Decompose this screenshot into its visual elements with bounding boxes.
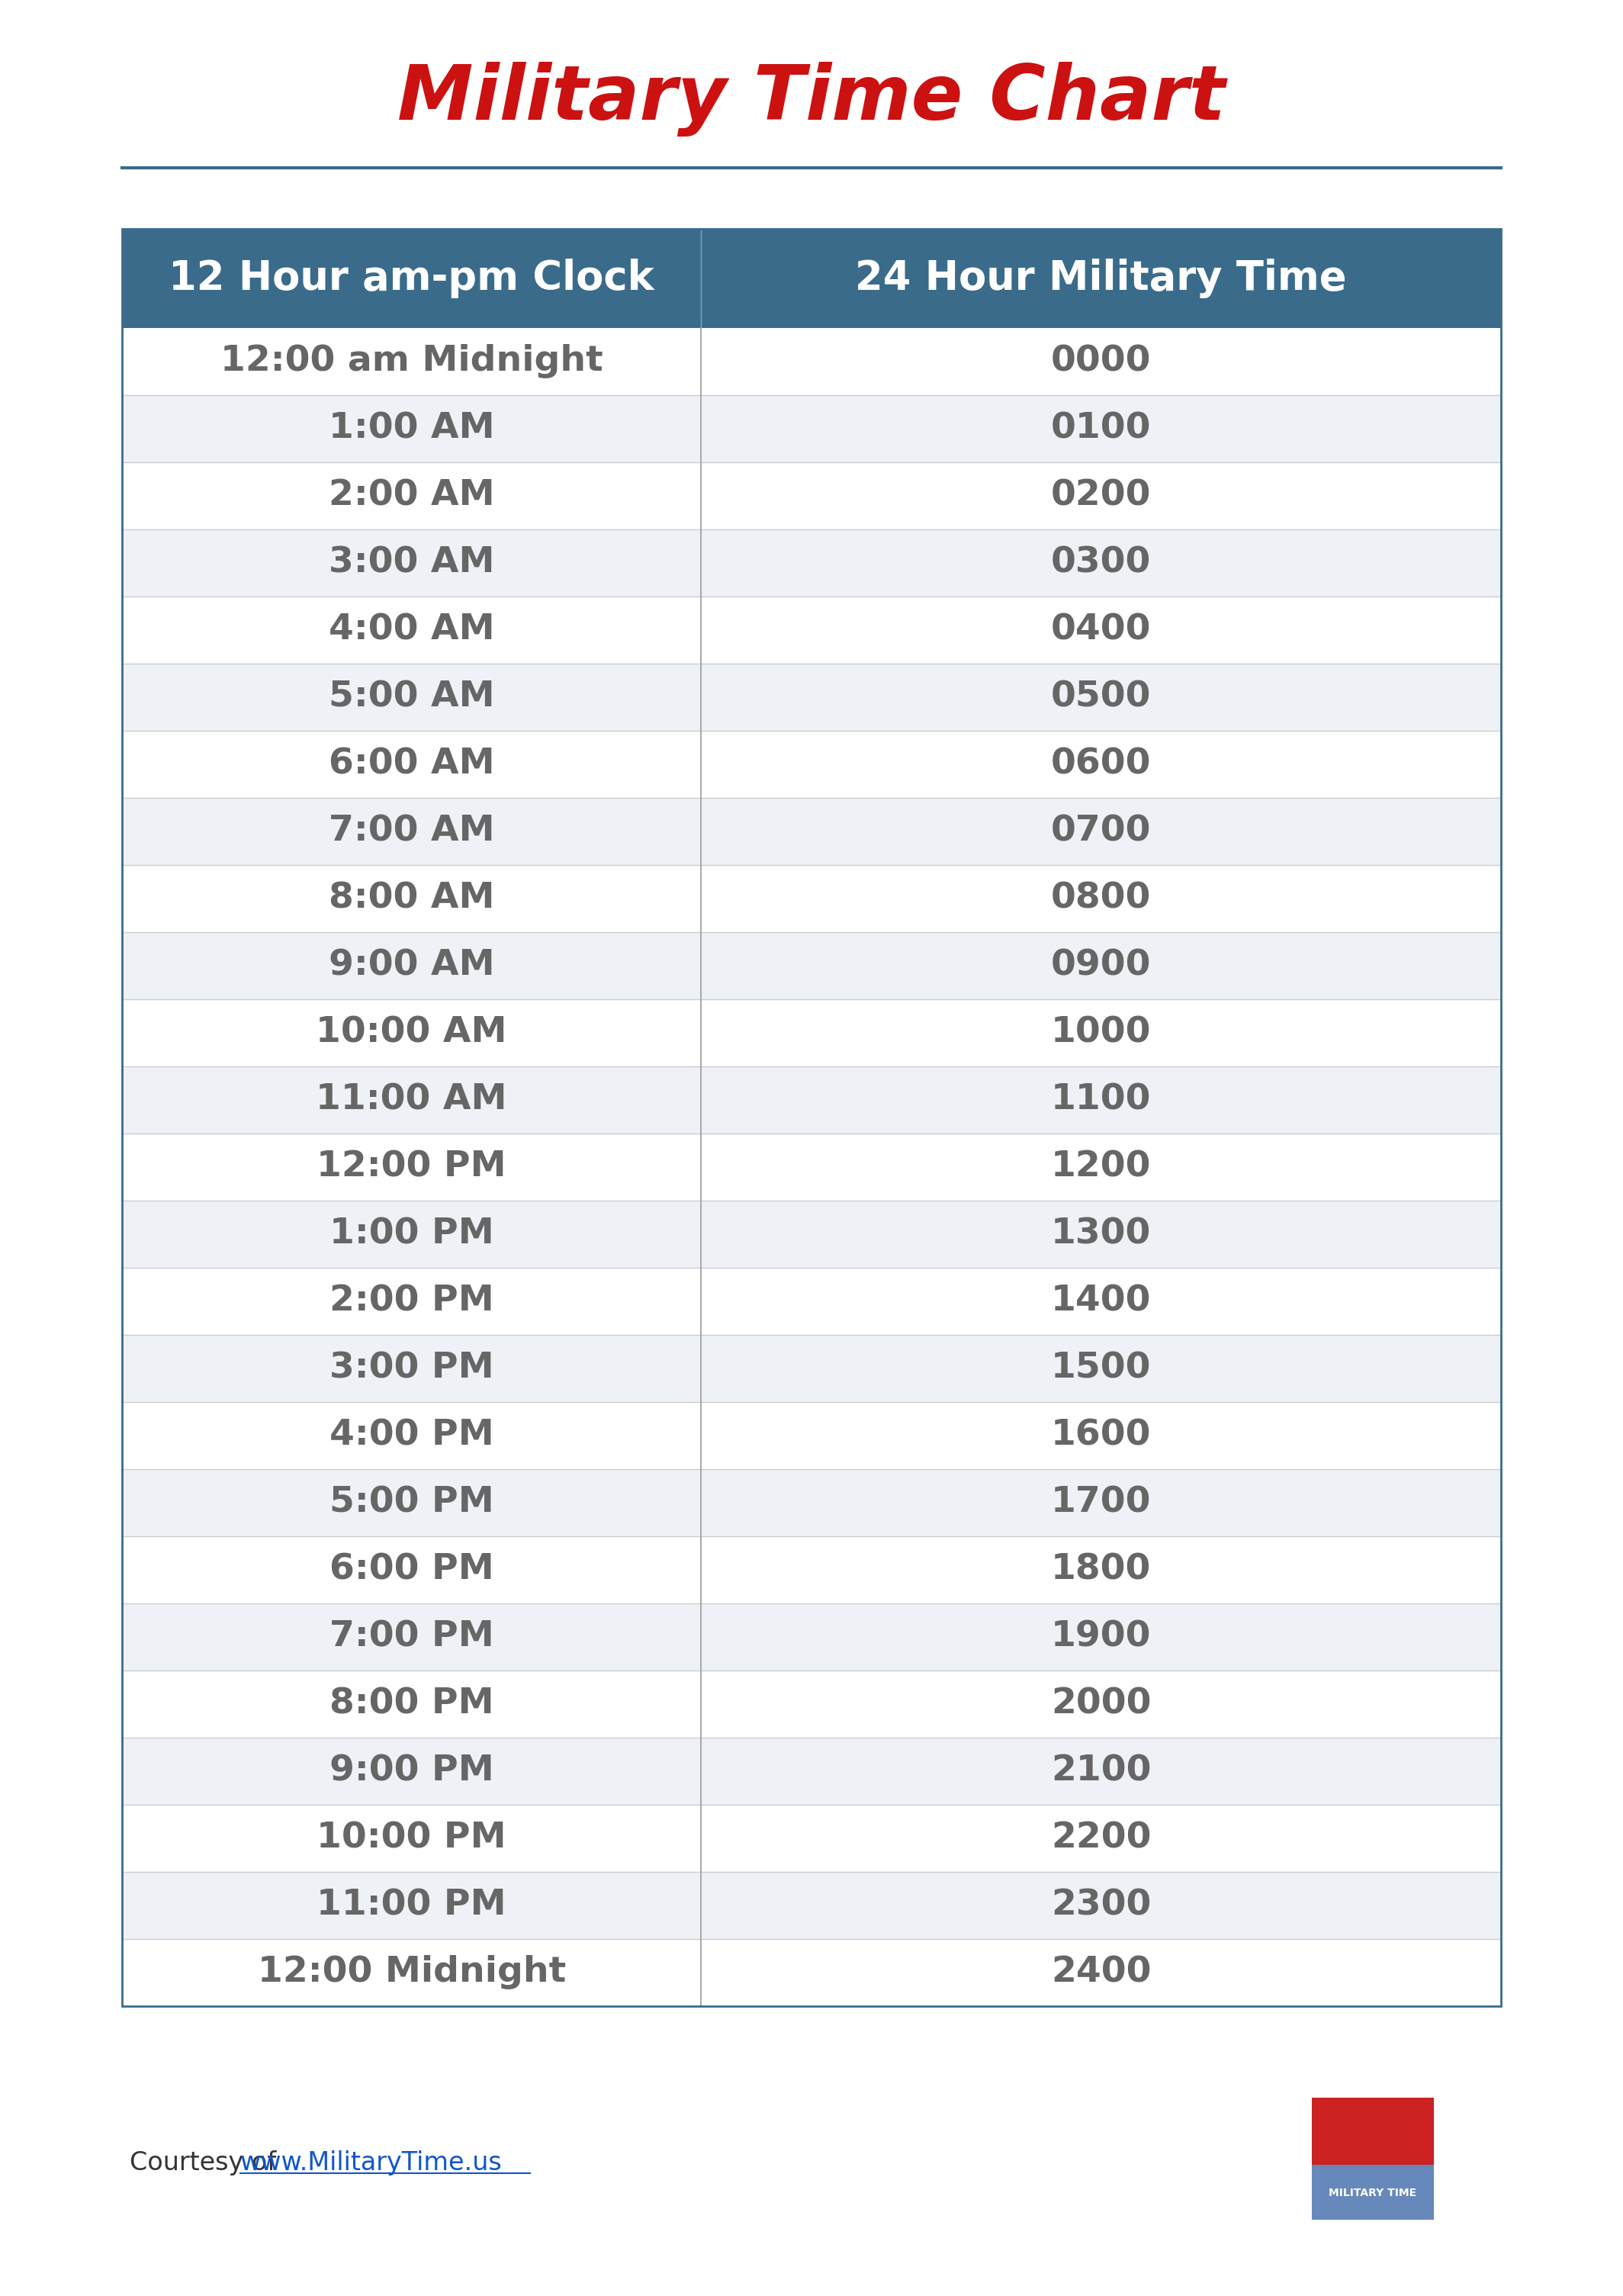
Bar (122, 1334, 1501, 1403)
Text: 1300: 1300 (1052, 1217, 1151, 1251)
Text: 6:00 PM: 6:00 PM (329, 1552, 493, 1587)
Text: 3:00 AM: 3:00 AM (329, 546, 495, 581)
Text: 12 Hour am-pm Clock: 12 Hour am-pm Clock (169, 259, 654, 298)
Text: 8:00 AM: 8:00 AM (329, 882, 495, 916)
Bar (122, 664, 1501, 730)
Text: 0200: 0200 (1052, 478, 1151, 512)
Bar (122, 799, 1501, 866)
Text: 1200: 1200 (1052, 1150, 1151, 1185)
Bar (122, 1469, 1501, 1536)
Text: 3:00 PM: 3:00 PM (329, 1352, 493, 1384)
Text: 12:00 am Midnight: 12:00 am Midnight (221, 344, 604, 379)
Bar (122, 1065, 1501, 1134)
Text: 1400: 1400 (1052, 1283, 1151, 1318)
Bar (122, 730, 1501, 799)
Text: 4:00 PM: 4:00 PM (329, 1419, 493, 1453)
Bar (122, 1738, 1501, 1805)
Text: 2400: 2400 (1052, 1956, 1151, 1991)
Bar (122, 866, 1501, 932)
Text: 2200: 2200 (1052, 1821, 1151, 1855)
Text: 7:00 PM: 7:00 PM (329, 1619, 493, 1653)
Text: 1500: 1500 (1052, 1352, 1151, 1384)
Text: 2:00 AM: 2:00 AM (328, 478, 495, 512)
Text: 1:00 PM: 1:00 PM (329, 1217, 493, 1251)
Text: 0800: 0800 (1052, 882, 1151, 916)
Bar (122, 597, 1501, 664)
Text: 12:00 Midnight: 12:00 Midnight (258, 1956, 566, 1991)
Text: MILITARY TIME: MILITARY TIME (1329, 2188, 1417, 2197)
Text: 4:00 AM: 4:00 AM (328, 613, 495, 647)
Text: 9:00 PM: 9:00 PM (329, 1754, 493, 1789)
Bar (122, 395, 1501, 461)
Text: 5:00 PM: 5:00 PM (329, 1486, 493, 1520)
Text: 0000: 0000 (1052, 344, 1151, 379)
Text: 8:00 PM: 8:00 PM (329, 1688, 493, 1722)
Text: 0100: 0100 (1052, 411, 1151, 445)
Text: 0500: 0500 (1052, 680, 1151, 714)
Text: 0900: 0900 (1052, 948, 1151, 983)
Text: 2000: 2000 (1052, 1688, 1151, 1722)
Bar (122, 1871, 1501, 1940)
Text: 0600: 0600 (1052, 746, 1151, 781)
Text: 1800: 1800 (1052, 1552, 1151, 1587)
Text: 0700: 0700 (1052, 815, 1151, 850)
Bar (122, 932, 1501, 999)
Bar (122, 1671, 1501, 1738)
Bar (122, 328, 1501, 395)
Bar (122, 999, 1501, 1065)
Text: www.MilitaryTime.us: www.MilitaryTime.us (240, 2149, 503, 2174)
Bar (122, 1536, 1501, 1603)
Text: Military Time Chart: Military Time Chart (398, 62, 1225, 135)
Bar (122, 230, 1501, 328)
Bar (122, 1940, 1501, 2007)
Bar (1311, 2099, 1433, 2165)
Text: 1100: 1100 (1052, 1084, 1151, 1118)
Bar (122, 230, 1501, 2007)
Text: 2:00 PM: 2:00 PM (329, 1283, 493, 1318)
Bar (122, 1267, 1501, 1334)
Text: 0400: 0400 (1052, 613, 1151, 647)
Text: 1600: 1600 (1052, 1419, 1151, 1453)
Text: 1700: 1700 (1052, 1486, 1151, 1520)
Bar (122, 1403, 1501, 1469)
Text: 2300: 2300 (1052, 1887, 1151, 1922)
Text: 1000: 1000 (1052, 1015, 1151, 1049)
Text: 11:00 AM: 11:00 AM (316, 1084, 506, 1118)
Text: 12:00 PM: 12:00 PM (316, 1150, 506, 1185)
Text: 24 Hour Military Time: 24 Hour Military Time (855, 259, 1347, 298)
Bar (122, 1201, 1501, 1267)
Text: 9:00 AM: 9:00 AM (328, 948, 495, 983)
Text: 5:00 AM: 5:00 AM (328, 680, 495, 714)
Text: 11:00 PM: 11:00 PM (316, 1887, 506, 1922)
Text: Courtesy of: Courtesy of (130, 2149, 284, 2174)
Text: 1:00 AM: 1:00 AM (328, 411, 495, 445)
Text: 10:00 AM: 10:00 AM (316, 1015, 506, 1049)
Bar (122, 530, 1501, 597)
Text: 6:00 AM: 6:00 AM (328, 746, 495, 781)
Bar (122, 1805, 1501, 1871)
Bar (122, 1134, 1501, 1201)
Bar (122, 461, 1501, 530)
Text: 1900: 1900 (1052, 1619, 1151, 1653)
Text: 10:00 PM: 10:00 PM (316, 1821, 506, 1855)
Text: 0300: 0300 (1052, 546, 1151, 581)
Text: 2100: 2100 (1052, 1754, 1151, 1789)
Bar (122, 1603, 1501, 1671)
Bar (1311, 2165, 1433, 2220)
Text: 7:00 AM: 7:00 AM (328, 815, 495, 850)
